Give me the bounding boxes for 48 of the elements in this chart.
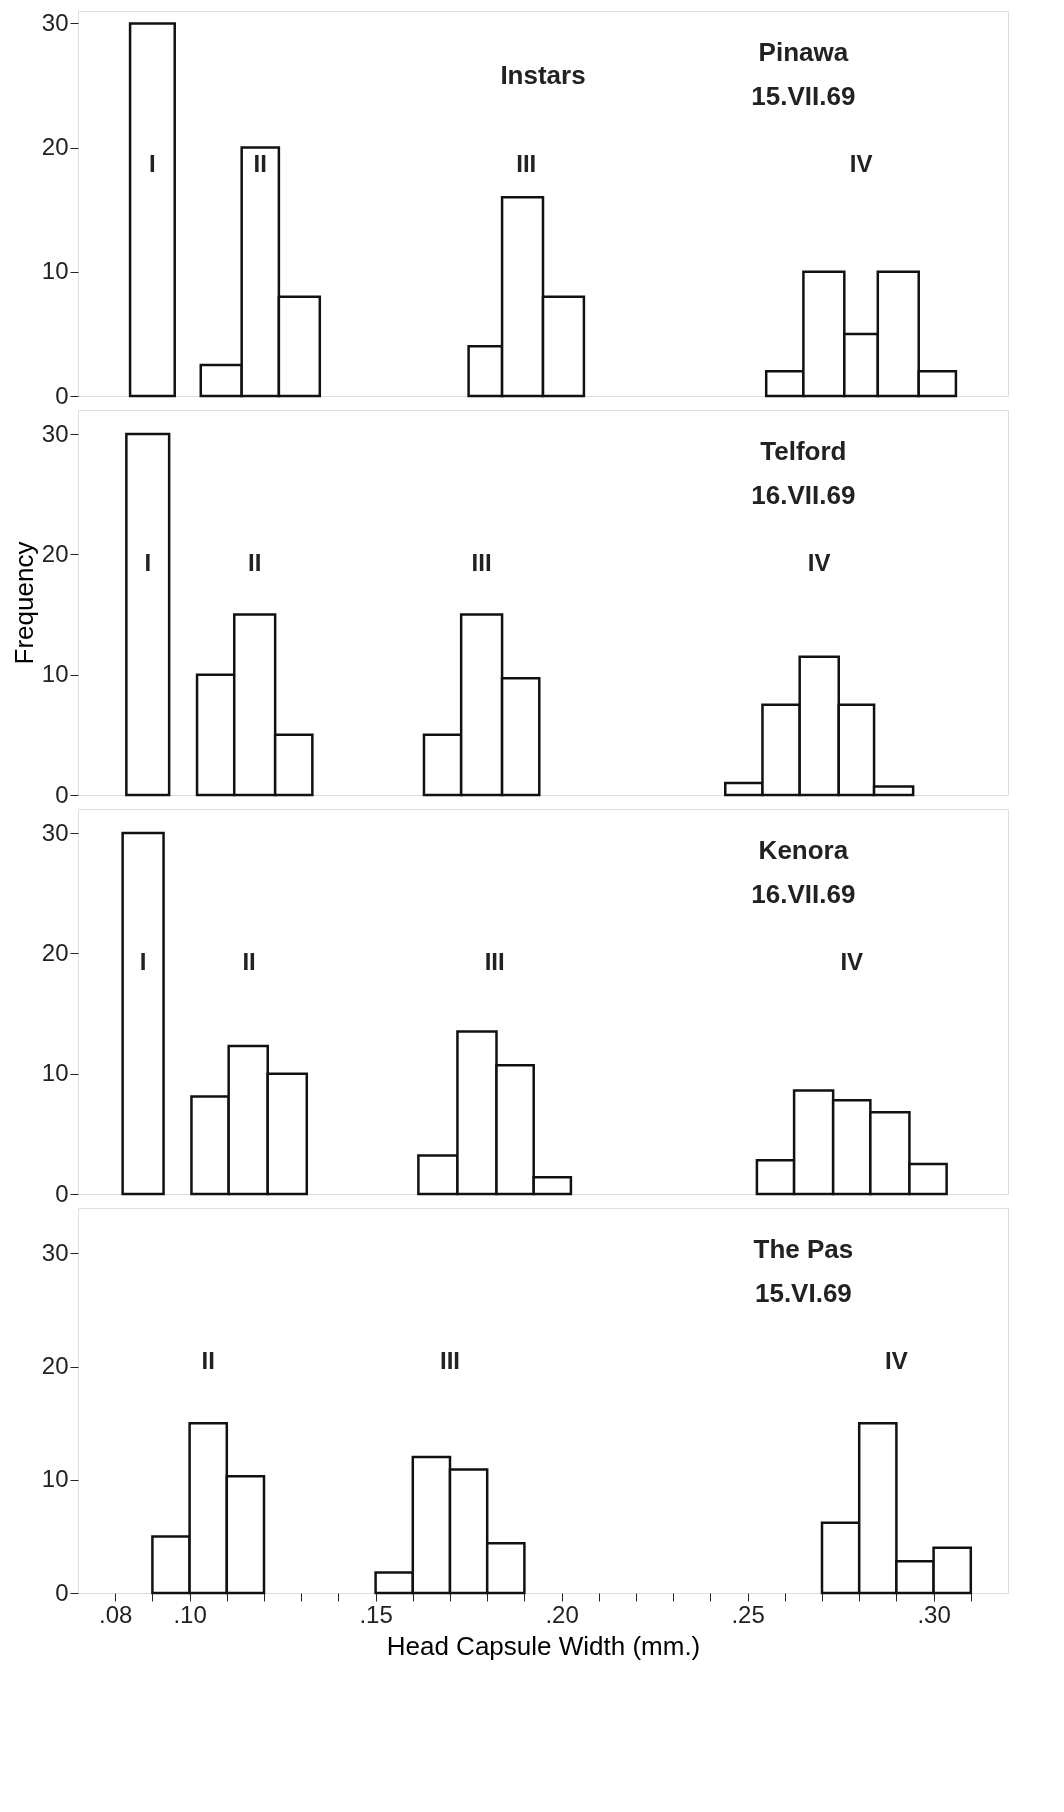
y-axis-title: Frequency — [8, 541, 39, 665]
annotation: I — [149, 150, 156, 177]
x-tick-label: .30 — [917, 1600, 951, 1628]
annotation: IV — [807, 549, 831, 576]
y-tick-label: 0 — [55, 1578, 69, 1606]
x-tick-label: .10 — [173, 1600, 207, 1628]
annotation: III — [516, 150, 537, 177]
y-tick-label: 20 — [41, 133, 69, 161]
y-tick-label: 20 — [41, 539, 69, 567]
y-tick-label: 20 — [41, 1352, 69, 1380]
y-tick-label: 30 — [41, 1238, 69, 1266]
annotation: II — [248, 549, 262, 576]
annotation: Pinawa — [758, 37, 849, 67]
annotation: III — [471, 549, 492, 576]
y-tick-label: 30 — [41, 818, 69, 846]
x-tick-label: .25 — [731, 1600, 765, 1628]
annotation: II — [253, 150, 267, 177]
x-tick-label: .20 — [545, 1600, 579, 1628]
y-tick-label: 10 — [41, 660, 69, 688]
annotation: Instars — [500, 60, 586, 90]
y-tick-label: 20 — [41, 938, 69, 966]
annotation: II — [201, 1347, 215, 1374]
y-tick-label: 0 — [55, 780, 69, 808]
y-tick-label: 0 — [55, 1179, 69, 1207]
x-tick-label: .08 — [99, 1600, 133, 1628]
annotation: Telford — [760, 436, 847, 466]
annotation: 15.VI.69 — [754, 1278, 852, 1308]
y-tick-label: 30 — [41, 419, 69, 447]
x-tick-label: .15 — [359, 1600, 393, 1628]
annotation: I — [139, 948, 147, 975]
annotation: 16.VII.69 — [751, 480, 856, 510]
y-tick-label: 0 — [55, 381, 69, 409]
annotation: IV — [885, 1347, 908, 1374]
annotation: The Pas — [753, 1234, 854, 1264]
y-tick-label: 10 — [41, 257, 69, 285]
annotation: II — [242, 948, 256, 975]
annotation: IV — [849, 150, 873, 177]
annotation: Kenora — [758, 835, 849, 865]
annotation: I — [144, 549, 152, 576]
annotation: III — [484, 948, 505, 975]
annotation: 15.VII.69 — [751, 81, 856, 111]
y-tick-label: 10 — [41, 1059, 69, 1087]
annotation: III — [439, 1347, 461, 1374]
annotation: IV — [840, 948, 864, 975]
x-axis-title: Head Capsule Width (mm.) — [386, 1630, 701, 1661]
y-tick-label: 30 — [41, 8, 69, 36]
annotation: 16.VII.69 — [751, 879, 856, 909]
y-tick-label: 10 — [41, 1465, 69, 1493]
